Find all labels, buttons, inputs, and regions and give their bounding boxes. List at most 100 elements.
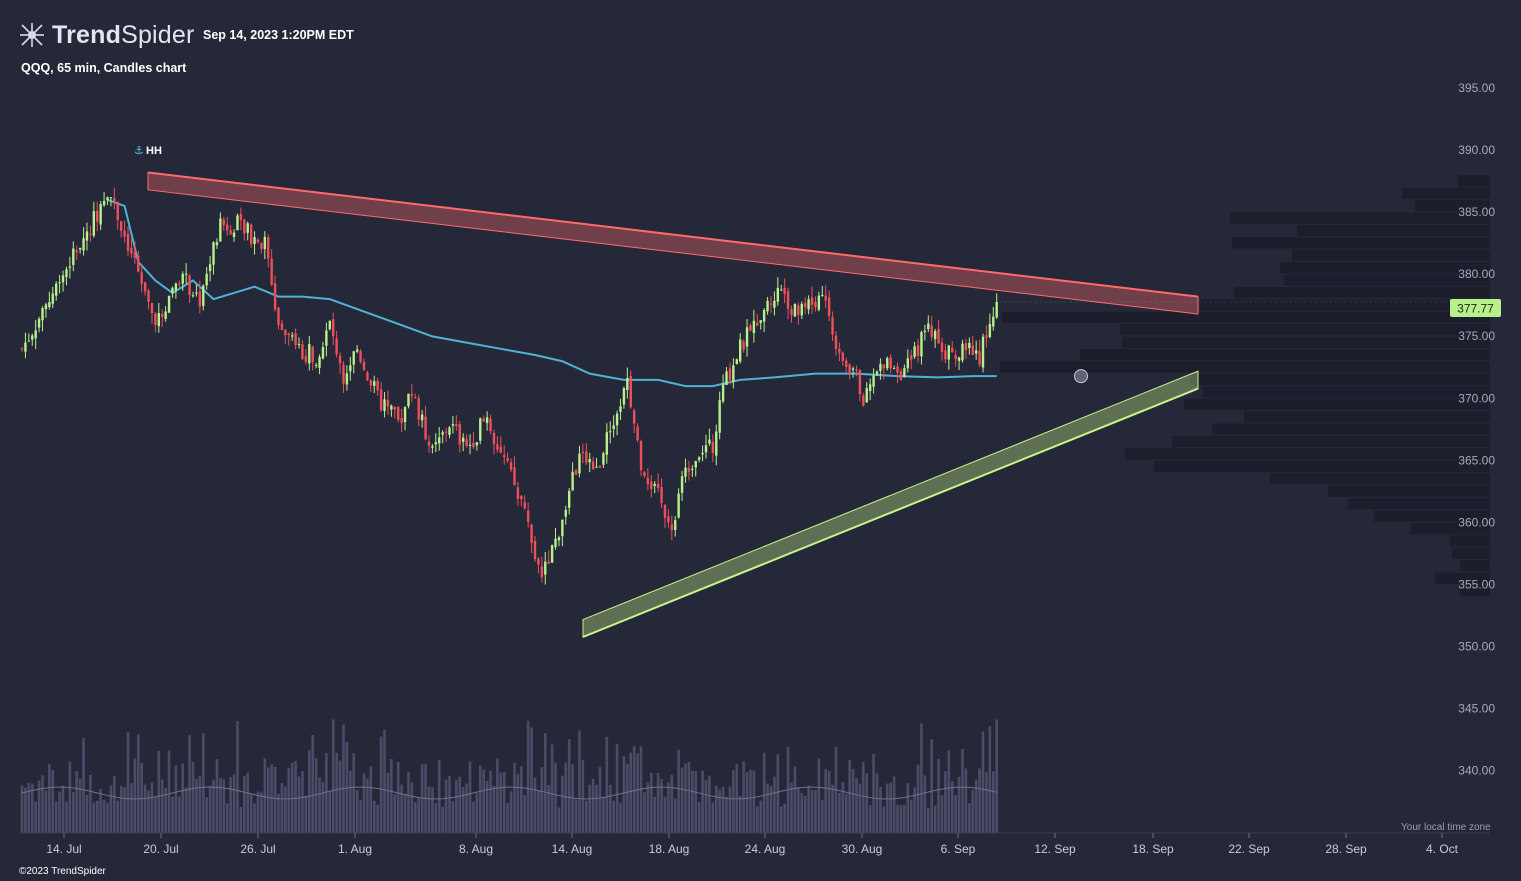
candle-body — [899, 371, 903, 380]
candle-body — [571, 471, 574, 491]
volume-bar — [602, 797, 605, 833]
timezone-note[interactable]: Your local time zone — [1401, 822, 1491, 833]
x-tick-label: 14. Jul — [46, 842, 81, 856]
volume-bar — [143, 784, 147, 833]
volume-bar — [800, 793, 804, 833]
volume-bar — [61, 785, 65, 833]
volume-profile-bar — [1284, 274, 1490, 286]
candle-body — [458, 424, 461, 445]
candle-body — [338, 355, 342, 364]
candle-body — [978, 351, 981, 365]
timestamp: Sep 14, 2023 1:20PM EDT — [203, 28, 354, 42]
volume-bar — [591, 778, 595, 833]
candle-body — [355, 349, 359, 352]
candle-body — [759, 320, 762, 324]
y-tick-label: 385.00 — [1458, 205, 1495, 219]
candle-body — [793, 304, 797, 317]
support-trendline[interactable] — [582, 370, 1199, 638]
candle-body — [20, 348, 24, 350]
x-tick-label: 20. Jul — [143, 842, 178, 856]
volume-bar — [34, 801, 37, 833]
volume-bar — [687, 762, 691, 833]
volume-bar — [239, 807, 243, 833]
x-tick-label: 22. Sep — [1228, 842, 1270, 856]
volume-bar — [636, 753, 639, 833]
volume-bar — [54, 801, 58, 833]
candle-body — [889, 357, 892, 369]
candle-body — [61, 275, 65, 283]
volume-bar — [930, 739, 934, 833]
volume-bar — [417, 797, 421, 833]
x-tick-label: 30. Aug — [842, 842, 883, 856]
candle-body — [557, 537, 561, 541]
candle-body — [797, 305, 800, 315]
x-tick-label: 28. Sep — [1325, 842, 1367, 856]
volume-bar — [48, 763, 51, 833]
volume-bar — [342, 724, 345, 833]
candle-body — [951, 347, 954, 353]
volume-profile — [1000, 175, 1490, 597]
volume-bar — [561, 775, 564, 833]
chart-title: QQQ, 65 min, Candles chart — [21, 61, 187, 75]
candle-body — [434, 442, 438, 445]
candle-body — [704, 445, 708, 453]
volume-bar — [520, 766, 523, 833]
candle-body — [72, 248, 75, 265]
candle-body — [373, 381, 376, 386]
volume-bar — [410, 782, 414, 833]
volume-bar — [75, 771, 79, 833]
volume-profile-bar — [1203, 386, 1490, 398]
volume-bar — [321, 781, 325, 833]
trendspider-logo-icon — [20, 23, 44, 47]
volume-bar — [212, 779, 215, 833]
candle-body — [725, 371, 728, 386]
candle-body — [954, 355, 957, 360]
candle-body — [533, 540, 537, 560]
candle-body — [451, 424, 455, 426]
candle-body — [821, 294, 824, 296]
candle-body — [24, 342, 27, 352]
volume-profile-bar — [1292, 249, 1490, 261]
volume-bar — [995, 719, 998, 833]
candle-body — [496, 444, 499, 450]
volume-bar — [465, 783, 468, 833]
candle-body — [55, 283, 58, 296]
volume-bar — [605, 736, 609, 833]
volume-bar — [769, 786, 773, 833]
volume-profile-bar — [1000, 361, 1490, 373]
candle-body — [455, 424, 458, 427]
candle-body — [910, 355, 913, 360]
volume-bar — [543, 733, 547, 833]
volume-bar — [147, 790, 150, 833]
candle-body — [126, 233, 130, 251]
candle-body — [906, 358, 909, 369]
candle-body — [964, 343, 968, 351]
volume-bar — [372, 800, 376, 833]
x-tick-label: 18. Aug — [649, 842, 690, 856]
candle-body — [845, 360, 848, 367]
volume-bar — [622, 756, 626, 833]
candle-body — [971, 345, 974, 355]
volume-profile-bar — [1154, 460, 1490, 473]
volume-bar — [714, 785, 718, 833]
candle-body — [694, 460, 697, 468]
candle-body — [270, 258, 273, 285]
candle-body — [308, 344, 311, 364]
candle-body — [75, 250, 78, 253]
resistance-trendline[interactable] — [147, 171, 1199, 315]
volume-bar — [509, 791, 513, 833]
candle-body — [379, 389, 383, 411]
candle-body — [968, 342, 971, 349]
volume-bar — [530, 727, 533, 833]
candle-body — [444, 431, 448, 433]
volume-bar — [745, 772, 749, 833]
candle-body — [123, 230, 126, 237]
candle-body — [937, 328, 940, 344]
moving-average-line — [107, 198, 997, 388]
candle-body — [773, 300, 776, 308]
candle-body — [684, 467, 687, 477]
candle-body — [632, 410, 636, 424]
x-tick-label: 26. Jul — [240, 842, 275, 856]
volume-bar — [817, 758, 821, 833]
